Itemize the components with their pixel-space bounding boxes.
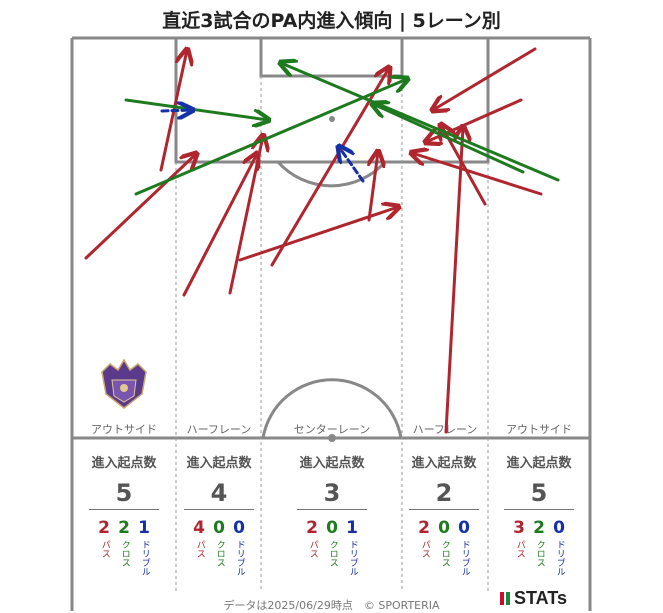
stat-item-cross: 0 クロス xyxy=(437,518,451,576)
stat-count: 2 xyxy=(533,518,545,538)
stat-item-dribble: 0 ドリブル xyxy=(552,518,566,576)
penalty-spot xyxy=(329,116,335,122)
pass-arrow-7 xyxy=(444,127,463,434)
stat-total: 3 xyxy=(323,479,341,507)
dribble-arrow-17 xyxy=(339,147,365,183)
stat-count: 0 xyxy=(438,518,450,538)
cross-arrow-15 xyxy=(373,104,525,174)
stat-count: 1 xyxy=(138,518,150,538)
stats-logo: STATs xyxy=(500,588,567,609)
lane-label-center: センターレーン xyxy=(293,423,371,436)
stat-type-label: クロス xyxy=(119,540,130,567)
stat-header: 進入起点数 xyxy=(411,456,477,471)
stat-item-dribble: 1 ドリブル xyxy=(345,518,359,576)
stat-item-pass: 2 パス xyxy=(97,518,111,576)
stat-type-label: ドリブル xyxy=(234,540,245,576)
stat-item-pass: 2 パス xyxy=(417,518,431,576)
lane-label-outside-left: アウトサイド xyxy=(91,423,157,436)
stat-count: 4 xyxy=(193,518,205,538)
stat-count: 0 xyxy=(326,518,338,538)
lane-stats-4: 進入起点数 5 3 パス 2 クロス 0 ドリブル xyxy=(489,452,589,576)
stat-breakdown: 4 パス 0 クロス 0 ドリブル xyxy=(169,518,269,576)
stat-item-pass: 4 パス xyxy=(192,518,206,576)
stat-breakdown: 2 パス 2 クロス 1 ドリブル xyxy=(74,518,174,576)
stat-type-label: パス xyxy=(419,540,430,558)
lane-label-outside-right: アウトサイド xyxy=(506,423,572,436)
club-crest-icon xyxy=(101,358,147,409)
stat-total: 5 xyxy=(530,479,548,507)
pass-arrow-5 xyxy=(270,68,389,267)
stat-item-cross: 2 クロス xyxy=(117,518,131,576)
stat-item-pass: 3 パス xyxy=(512,518,526,576)
stat-count: 0 xyxy=(233,518,245,538)
stat-type-label: パス xyxy=(194,540,205,558)
lane-label-halfspace-left: ハーフレーン xyxy=(186,423,252,436)
stat-type-label: クロス xyxy=(534,540,545,567)
stats-logo-text: STATs xyxy=(514,588,567,608)
stat-count: 0 xyxy=(458,518,470,538)
stat-total: 2 xyxy=(435,479,453,507)
stat-breakdown: 2 パス 0 クロス 1 ドリブル xyxy=(282,518,382,576)
stat-divider xyxy=(504,509,574,510)
stat-item-dribble: 1 ドリブル xyxy=(137,518,151,576)
stat-type-label: ドリブル xyxy=(139,540,150,576)
pass-arrow-8 xyxy=(412,153,543,196)
lane-stats-0: 進入起点数 5 2 パス 2 クロス 1 ドリブル xyxy=(74,452,174,576)
pass-arrow-3 xyxy=(182,154,257,297)
stat-header: 進入起点数 xyxy=(506,456,572,471)
lane-stats-2: 進入起点数 3 2 パス 0 クロス 1 ドリブル xyxy=(282,452,382,576)
stat-count: 0 xyxy=(553,518,565,538)
stat-type-label: クロス xyxy=(439,540,450,567)
stat-count: 3 xyxy=(513,518,525,538)
stat-count: 2 xyxy=(306,518,318,538)
stat-item-pass: 2 パス xyxy=(305,518,319,576)
stat-type-label: パス xyxy=(99,540,110,558)
stat-count: 2 xyxy=(418,518,430,538)
stat-item-cross: 0 クロス xyxy=(325,518,339,576)
stat-header: 進入起点数 xyxy=(186,456,252,471)
stat-type-label: クロス xyxy=(327,540,338,567)
stat-type-label: ドリブル xyxy=(554,540,565,576)
stat-total: 5 xyxy=(115,479,133,507)
stat-item-dribble: 0 ドリブル xyxy=(457,518,471,576)
stat-header: 進入起点数 xyxy=(299,456,365,471)
lane-dividers xyxy=(175,76,489,592)
lane-stats-1: 進入起点数 4 4 パス 0 クロス 0 ドリブル xyxy=(169,452,269,576)
chart-title: 直近3試合のPA内進入傾向 | 5レーン別 xyxy=(162,10,501,32)
pass-arrow-10 xyxy=(433,47,537,110)
stat-count: 2 xyxy=(98,518,110,538)
stat-divider xyxy=(184,509,254,510)
pass-arrow-4 xyxy=(238,207,398,262)
stat-type-label: ドリブル xyxy=(347,540,358,576)
lane-stats-3: 進入起点数 2 2 パス 0 クロス 0 ドリブル xyxy=(394,452,494,576)
stat-type-label: パス xyxy=(514,540,525,558)
stat-item-cross: 0 クロス xyxy=(212,518,226,576)
stat-count: 0 xyxy=(213,518,225,538)
stat-breakdown: 2 パス 0 クロス 0 ドリブル xyxy=(394,518,494,576)
stat-count: 1 xyxy=(346,518,358,538)
stat-header: 進入起点数 xyxy=(91,456,157,471)
dribble-arrow-16 xyxy=(160,110,192,111)
cross-arrow-12 xyxy=(124,98,268,120)
stat-type-label: ドリブル xyxy=(459,540,470,576)
center-spot xyxy=(328,434,336,442)
stat-divider xyxy=(89,509,159,510)
stat-total: 4 xyxy=(210,479,228,507)
stat-divider xyxy=(409,509,479,510)
pass-arrow-6 xyxy=(369,152,378,222)
pass-arrow-2 xyxy=(228,136,263,295)
stat-item-cross: 2 クロス xyxy=(532,518,546,576)
cross-arrow-14 xyxy=(281,63,560,182)
lane-label-halfspace-right: ハーフレーン xyxy=(412,423,478,436)
stat-type-label: パス xyxy=(307,540,318,558)
entry-arrows xyxy=(84,47,560,434)
stat-divider xyxy=(297,509,367,510)
footer-credit: データは2025/06/29時点 © SPORTERIA xyxy=(223,599,440,612)
stat-count: 2 xyxy=(118,518,130,538)
stat-item-dribble: 0 ドリブル xyxy=(232,518,246,576)
pass-arrow-0 xyxy=(84,154,196,260)
stat-type-label: クロス xyxy=(214,540,225,567)
stat-breakdown: 3 パス 2 クロス 0 ドリブル xyxy=(489,518,589,576)
